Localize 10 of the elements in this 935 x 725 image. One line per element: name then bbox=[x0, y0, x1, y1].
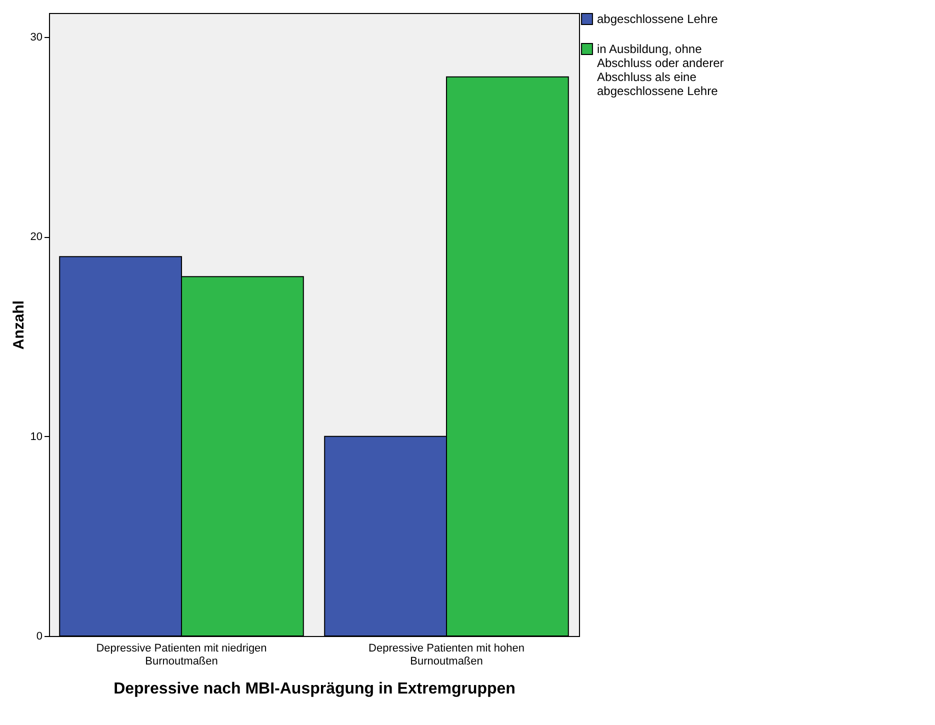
y-tick-label: 30 bbox=[30, 31, 42, 44]
y-tick-label: 20 bbox=[30, 231, 42, 244]
y-tick-label: 10 bbox=[30, 430, 42, 443]
x-axis-title: Depressive nach MBI-Ausprägung in Extremgruppen bbox=[114, 680, 516, 698]
legend-label: abgeschlossene Lehre bbox=[597, 12, 718, 26]
legend-label: in Ausbildung, ohne Abschluss oder anderer Abschluss als eine abgeschlossene Lehre bbox=[597, 42, 724, 98]
x-tick-label: Depressive Patienten mit hohen Burnoutmaßen bbox=[368, 642, 524, 668]
x-tick-label: Depressive Patienten mit niedrigen Burnoutmaßen bbox=[96, 642, 267, 668]
y-axis-title: Anzahl bbox=[10, 300, 28, 350]
y-tick-label: 0 bbox=[36, 630, 42, 642]
